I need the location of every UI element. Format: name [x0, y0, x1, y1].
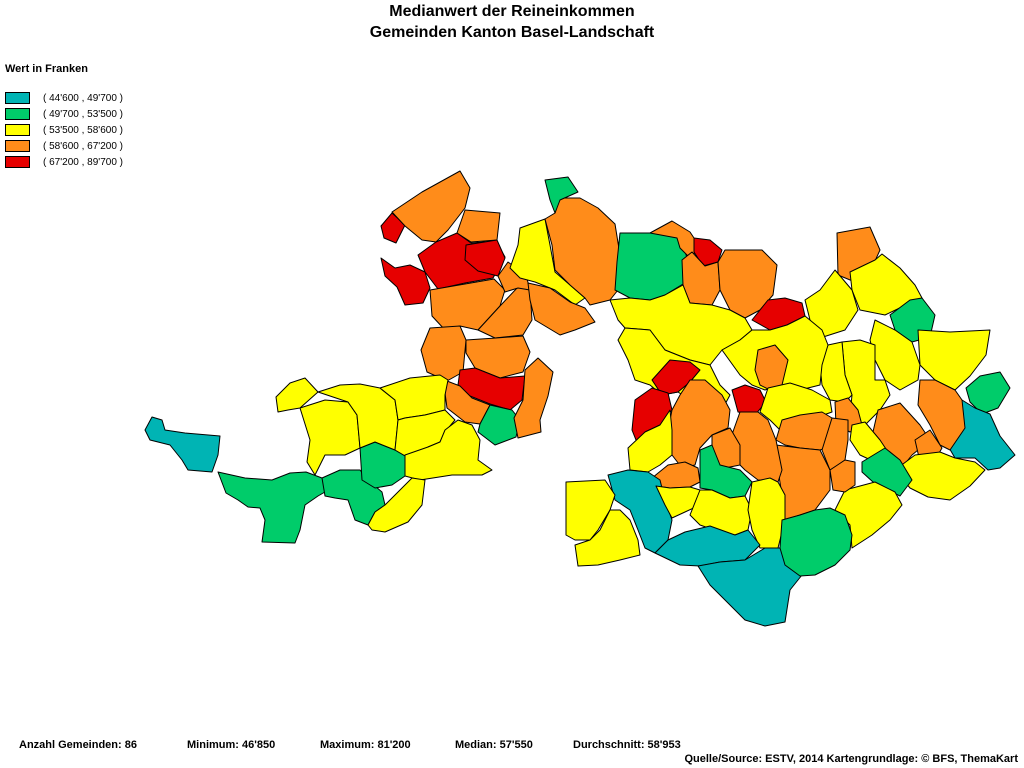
municipality[interactable]: [917, 329, 991, 391]
municipality[interactable]: [380, 257, 431, 306]
municipality[interactable]: [513, 357, 554, 439]
municipality[interactable]: [565, 479, 616, 541]
municipality[interactable]: [699, 444, 753, 499]
stat-count: Anzahl Gemeinden: 86: [19, 739, 137, 751]
legend-item-5: ( 67'200 , 89'700 ): [5, 154, 123, 170]
municipality[interactable]: [465, 335, 531, 379]
legend-title: Wert in Franken: [5, 63, 88, 75]
title-line-2: Gemeinden Kanton Basel-Landschaft: [369, 24, 655, 41]
municipality[interactable]: [779, 507, 853, 577]
map-title: Medianwert der Reineinkommen Gemeinden K…: [0, 1, 1024, 43]
municipality[interactable]: [965, 371, 1011, 415]
legend-swatch-4: [5, 140, 30, 152]
stat-average: Durchschnitt: 58'953: [573, 739, 681, 751]
municipality[interactable]: [917, 379, 966, 451]
municipality[interactable]: [217, 471, 333, 544]
municipality[interactable]: [861, 447, 913, 497]
legend-item-1: ( 44'600 , 49'700 ): [5, 90, 123, 106]
municipality[interactable]: [894, 451, 986, 501]
municipality[interactable]: [697, 547, 803, 627]
title-line-1: Medianwert der Reineinkommen: [389, 3, 635, 20]
legend-item-3: ( 53'500 , 58'600 ): [5, 122, 123, 138]
municipality[interactable]: [527, 282, 596, 336]
legend-label-5: ( 67'200 , 89'700 ): [43, 156, 123, 168]
municipality[interactable]: [299, 399, 361, 476]
municipality[interactable]: [456, 209, 501, 243]
stat-maximum: Maximum: 81'200: [320, 739, 411, 751]
legend-swatch-1: [5, 92, 30, 104]
municipality[interactable]: [391, 170, 471, 243]
municipality[interactable]: [420, 325, 467, 382]
legend: Wert in Franken ( 44'600 , 49'700 ) ( 49…: [5, 63, 123, 170]
municipality[interactable]: [544, 176, 579, 214]
source-note: Quelle/Source: ESTV, 2014 Kartengrundlag…: [684, 753, 1018, 765]
legend-label-3: ( 53'500 , 58'600 ): [43, 124, 123, 136]
municipality[interactable]: [654, 525, 761, 567]
legend-label-1: ( 44'600 , 49'700 ): [43, 92, 123, 104]
municipality[interactable]: [380, 212, 406, 244]
municipality[interactable]: [404, 419, 493, 481]
municipality[interactable]: [829, 459, 856, 493]
statistics-bar: Anzahl Gemeinden: 86 Minimum: 46'850 Max…: [0, 739, 1024, 753]
legend-swatch-2: [5, 108, 30, 120]
legend-label-2: ( 49'700 , 53'500 ): [43, 108, 123, 120]
stat-minimum: Minimum: 46'850: [187, 739, 276, 751]
municipality[interactable]: [574, 509, 641, 567]
legend-label-4: ( 58'600 , 67'200 ): [43, 140, 123, 152]
legend-item-2: ( 49'700 , 53'500 ): [5, 106, 123, 122]
municipality[interactable]: [367, 477, 426, 533]
stat-median: Median: 57'550: [455, 739, 533, 751]
legend-swatch-5: [5, 156, 30, 168]
municipality[interactable]: [275, 377, 319, 413]
municipality[interactable]: [667, 379, 731, 469]
legend-swatch-3: [5, 124, 30, 136]
municipality[interactable]: [144, 416, 221, 473]
legend-item-4: ( 58'600 , 67'200 ): [5, 138, 123, 154]
